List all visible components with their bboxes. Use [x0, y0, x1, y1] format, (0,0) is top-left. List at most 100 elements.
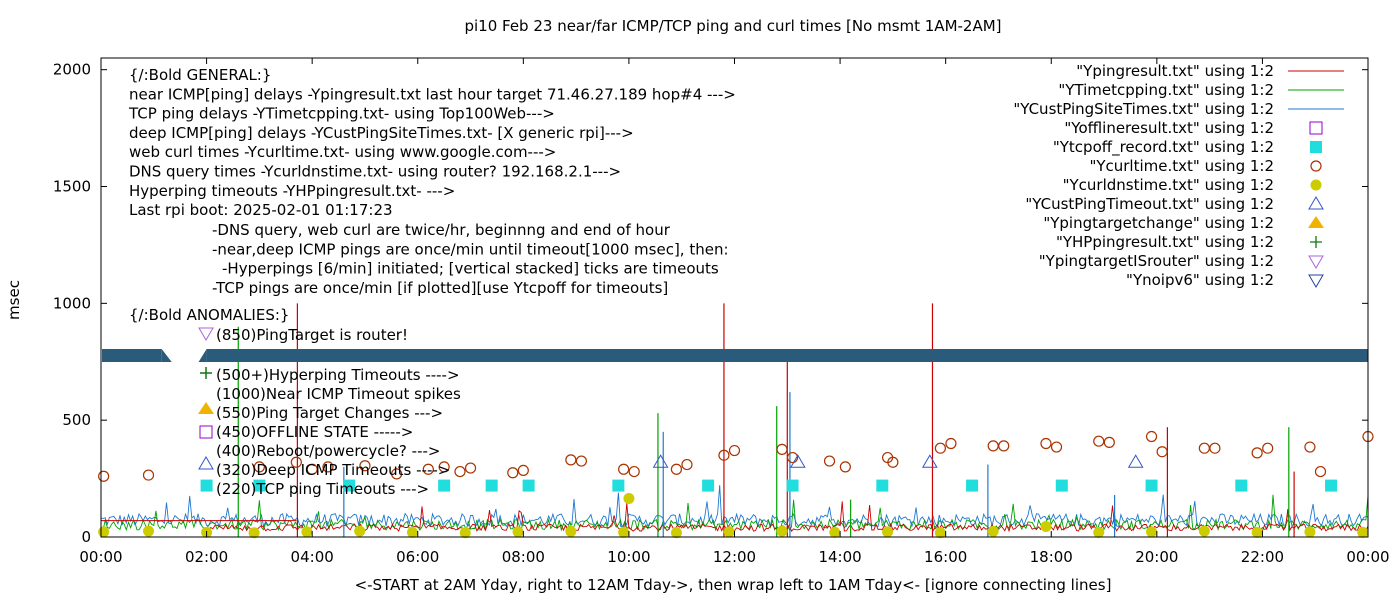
- dns-time-point: [882, 526, 894, 538]
- legend-label: "Ycurldnstime.txt" using 1:2: [1063, 176, 1274, 194]
- curl-time-point: [670, 463, 683, 475]
- annotations: {/:Bold GENERAL:}near ICMP[ping] delays …: [128, 66, 736, 297]
- chart-title: pi10 Feb 23 near/far ICMP/TCP ping and c…: [464, 17, 1001, 35]
- curl-time-point: [517, 464, 529, 477]
- legend-swatch: [1310, 160, 1322, 172]
- anomaly-offline-icon: [199, 425, 213, 439]
- curl-time-point: [359, 460, 371, 472]
- legend-label: "Ypingtargetchange" using 1:2: [1043, 214, 1274, 232]
- anomaly-target-change-icon: [198, 402, 214, 414]
- curl-time-point: [1198, 442, 1210, 454]
- x-tick-label: 00:00: [1346, 548, 1389, 566]
- legend-label: "YHPpingresult.txt" using 1:2: [1056, 233, 1274, 251]
- curl-time-point: [565, 454, 577, 466]
- anomaly-hyperping-icon: [200, 367, 212, 379]
- legend-label: "Ynoipv6" using 1:2: [1126, 271, 1274, 289]
- curl-time-point: [728, 444, 741, 457]
- curl-time-point: [934, 442, 946, 454]
- noipv6-band-gaps: [161, 348, 207, 363]
- annotation-line: {/:Bold GENERAL:}: [129, 66, 271, 84]
- y-tick-label: 2000: [53, 61, 91, 79]
- dns-time-point: [248, 527, 260, 539]
- x-tick-label: 12:00: [713, 548, 756, 566]
- curl-time-point: [1050, 441, 1063, 453]
- curl-time-point: [786, 451, 799, 464]
- x-tick-label: 18:00: [1030, 548, 1073, 566]
- dns-time-point: [565, 525, 577, 537]
- dns-time-point: [987, 525, 999, 537]
- legend-swatch: [1310, 179, 1322, 191]
- anomalies: {/:Bold ANOMALIES:} (850)PingTarget is ro…: [129, 306, 461, 498]
- x-ticks: 00:00 02:00 04:00 06:00 08:00 10:00 12:00 14:00…: [79, 58, 1390, 566]
- deep-icmp-timeout-point: [652, 454, 669, 468]
- annotation-line: Hyperping timeouts -YHPpingresult.txt- -…: [129, 182, 455, 200]
- legend-label: "Ypingresult.txt" using 1:2: [1076, 62, 1274, 80]
- curl-time-point: [823, 455, 836, 467]
- deep-icmp-timeout-point: [789, 454, 806, 468]
- dns-time-point: [1304, 526, 1316, 538]
- annotation-line: near ICMP[ping] delays -Ypingresult.txt …: [129, 85, 736, 103]
- tcp-timeout-point: [253, 479, 266, 492]
- legend-label: "Ycurltime.txt" using 1:2: [1089, 157, 1274, 175]
- curl-time-point: [1209, 442, 1221, 454]
- curl-time-point: [306, 463, 318, 475]
- x-tick-label: 10:00: [607, 548, 650, 566]
- tcp-timeout-point: [1235, 479, 1248, 492]
- legend-label: "YCustPingTimeout.txt" using 1:2: [1025, 195, 1274, 213]
- annotation-line: Last rpi boot: 2025-02-01 01:17:23: [129, 201, 393, 219]
- y-ticks: 0 500 1000 1500 2000: [53, 61, 1368, 546]
- curl-time-point: [681, 458, 693, 471]
- x-tick-label: 00:00: [79, 548, 122, 566]
- x-tick-label: 02:00: [185, 548, 228, 566]
- curl-time-point: [618, 463, 630, 475]
- tcp-timeout-point: [1145, 479, 1158, 492]
- series-line: [100, 494, 1369, 532]
- dns-time-point: [1040, 520, 1052, 532]
- legend-swatch: [1309, 121, 1323, 135]
- dns-time-point: [1146, 526, 1158, 538]
- annotation-note: -TCP pings are once/min [if plotted][use…: [212, 279, 668, 297]
- curl-time-point: [391, 468, 403, 480]
- legend: "Ypingresult.txt" using 1:2"YTimetcpping…: [1013, 62, 1344, 289]
- dns-time-point: [618, 526, 630, 538]
- tcp-timeout-point: [612, 479, 625, 492]
- series-points: [98, 430, 1374, 539]
- anomaly-line: (220)TCP ping Timeouts --->: [216, 480, 429, 498]
- legend-swatch: [1308, 196, 1324, 210]
- dns-time-point: [670, 527, 682, 539]
- legend-label: "YTimetcpping.txt" using 1:2: [1058, 81, 1274, 99]
- curl-time-point: [1251, 447, 1263, 459]
- legend-swatch: [1310, 141, 1322, 153]
- noipv6-band: [102, 349, 1368, 362]
- dns-time-point: [1198, 525, 1210, 537]
- x-tick-label: 14:00: [818, 548, 861, 566]
- tcp-timeout-point: [522, 479, 535, 492]
- legend-swatch: [1308, 216, 1324, 228]
- curl-time-point: [422, 463, 434, 475]
- y-tick-label: 500: [62, 411, 91, 429]
- curl-time-point: [507, 467, 519, 479]
- curl-time-point: [253, 461, 265, 473]
- dns-time-point: [354, 525, 366, 537]
- curl-time-point: [1040, 437, 1052, 450]
- plot-area: [98, 303, 1374, 539]
- dns-time-point: [406, 526, 418, 538]
- dns-time-point: [623, 492, 635, 504]
- curl-time-point: [1304, 441, 1316, 453]
- tcp-timeout-point: [485, 479, 498, 492]
- legend-label: "Yofflineresult.txt" using 1:2: [1064, 119, 1274, 137]
- anomaly-line: (550)Ping Target Changes --->: [216, 404, 443, 422]
- y-tick-label: 0: [81, 528, 91, 546]
- dns-time-point: [301, 526, 313, 538]
- dns-time-point: [776, 525, 788, 537]
- dns-time-point: [934, 527, 946, 539]
- series-lines: [100, 303, 1369, 537]
- anomaly-line: (400)Reboot/powercycle? --->: [216, 442, 440, 460]
- band-gap: [161, 348, 207, 363]
- curl-time-point: [575, 455, 588, 467]
- anomaly-line: (500+)Hyperping Timeouts ---->: [216, 366, 460, 384]
- curl-time-point: [628, 465, 640, 478]
- dns-time-point: [723, 526, 735, 538]
- anomaly-deep-icmp-icon: [198, 456, 214, 470]
